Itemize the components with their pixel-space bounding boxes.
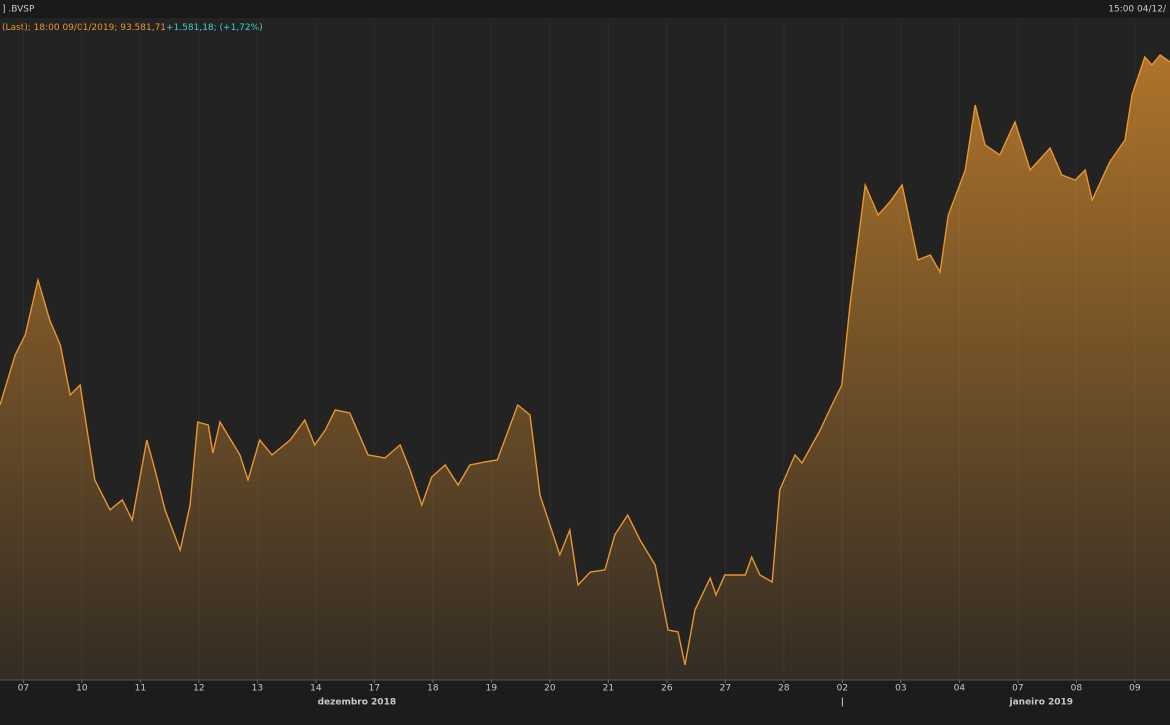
header-bar (0, 0, 1170, 18)
line (0, 54, 1170, 666)
x-tick-label: 27 (720, 684, 731, 694)
x-tick-label: 17 (369, 684, 380, 694)
x-tick-label: 20 (544, 684, 556, 694)
x-tick-label: 13 (252, 684, 263, 694)
legend-text: (Last); 18:00 09/01/2019; 93.581,71 (2, 23, 166, 33)
month-label: dezembro 2018 (318, 698, 397, 708)
x-tick-label: 02 (837, 684, 848, 694)
x-tick-label: 12 (193, 684, 204, 694)
x-tick-label: 11 (135, 684, 146, 694)
x-tick-label: 03 (895, 684, 906, 694)
x-tick-label: 10 (76, 684, 88, 694)
x-tick-label: 18 (427, 684, 439, 694)
instrument: ] .BVSP (2, 5, 35, 15)
x-tick-label: 07 (18, 684, 29, 694)
x-tick-label: 04 (954, 684, 966, 694)
x-tick-label: 09 (1129, 684, 1141, 694)
area-fill (0, 55, 1170, 680)
month-label: janeiro 2019 (1009, 698, 1074, 708)
x-tick-label: 26 (661, 684, 673, 694)
x-tick-label: 14 (310, 684, 322, 694)
month-label: | (841, 698, 844, 708)
x-tick-label: 21 (603, 684, 614, 694)
axis-band (0, 680, 1170, 725)
x-tick-label: 08 (1071, 684, 1083, 694)
x-tick-label: 07 (1012, 684, 1023, 694)
x-tick-label: 19 (486, 684, 498, 694)
header-time: 15:00 04/12/ (1108, 5, 1167, 15)
x-tick-label: 28 (778, 684, 790, 694)
legend-change: +1.581,18; (+1,72%) (166, 23, 263, 33)
legend: (Last); 18:00 09/01/2019; 93.581,71+1.58… (2, 23, 263, 33)
